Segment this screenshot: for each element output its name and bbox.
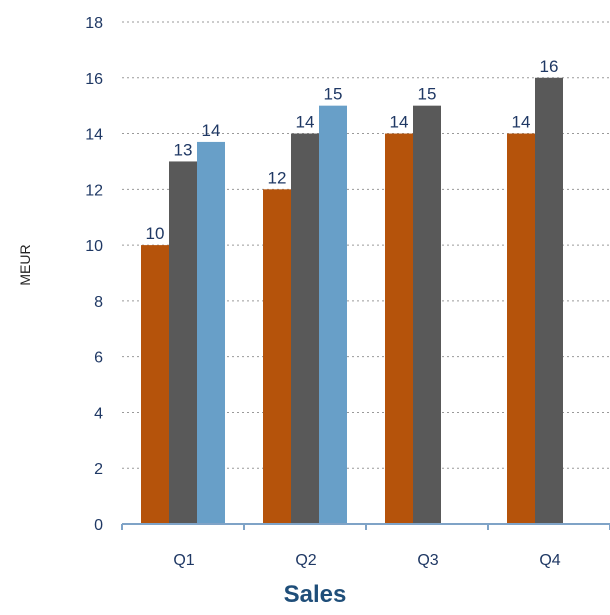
bar-q4-series-1 — [507, 133, 535, 525]
data-label: 14 — [296, 113, 315, 132]
y-tick-label: 12 — [85, 182, 103, 199]
y-tick-label: 0 — [94, 517, 103, 534]
bar-q1-series-1 — [141, 245, 169, 524]
x-category-label: Q2 — [295, 552, 316, 569]
y-tick-label: 14 — [85, 127, 103, 144]
data-label: 15 — [324, 85, 343, 104]
y-tick-label: 6 — [94, 350, 103, 367]
bar-q2-series-1 — [263, 189, 291, 525]
bars — [141, 77, 563, 525]
bar-q3-series-1 — [385, 133, 413, 525]
bar-q4-series-2 — [535, 77, 563, 525]
bar-q1-series-2 — [169, 161, 197, 524]
x-axis — [121, 523, 610, 530]
data-label: 14 — [390, 113, 409, 132]
data-labels: 10 13 14 12 14 15 14 15 14 16 — [146, 57, 559, 243]
data-label: 14 — [202, 121, 221, 140]
data-label: 15 — [418, 85, 437, 104]
bar-q1-series-3 — [197, 141, 225, 524]
bar-q2-series-3 — [319, 105, 347, 525]
y-tick-label: 10 — [85, 238, 103, 255]
category-labels: Q1 Q2 Q3 Q4 — [173, 552, 560, 569]
x-category-label: Q3 — [417, 552, 438, 569]
y-tick-label: 16 — [85, 71, 103, 88]
y-axis-label: MEUR — [17, 244, 33, 285]
y-axis-ticks: 0 2 4 6 8 10 12 14 16 18 — [85, 15, 103, 534]
y-tick-label: 8 — [94, 294, 103, 311]
bar-q2-series-2 — [291, 133, 319, 525]
data-label: 16 — [540, 57, 559, 76]
y-tick-label: 2 — [94, 461, 103, 478]
x-category-label: Q4 — [539, 552, 560, 569]
data-label: 14 — [512, 113, 531, 132]
chart-title: Sales — [284, 581, 347, 608]
bar-q3-series-2 — [413, 105, 441, 525]
y-tick-label: 18 — [85, 15, 103, 32]
data-label: 10 — [146, 224, 165, 243]
y-tick-label: 4 — [94, 405, 103, 422]
data-label: 13 — [174, 140, 193, 159]
x-category-label: Q1 — [173, 552, 194, 569]
data-label: 12 — [268, 168, 287, 187]
